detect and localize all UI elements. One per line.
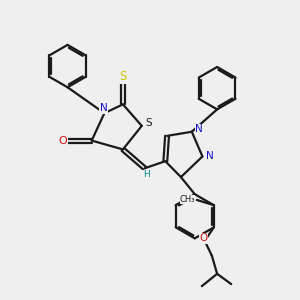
Text: S: S (119, 70, 127, 83)
Text: N: N (195, 124, 203, 134)
Text: N: N (100, 103, 108, 113)
Text: H: H (143, 170, 149, 179)
Text: O: O (200, 233, 208, 244)
Text: N: N (206, 152, 214, 161)
Text: CH₃: CH₃ (180, 195, 195, 204)
Text: O: O (58, 136, 67, 146)
Text: S: S (145, 118, 152, 128)
